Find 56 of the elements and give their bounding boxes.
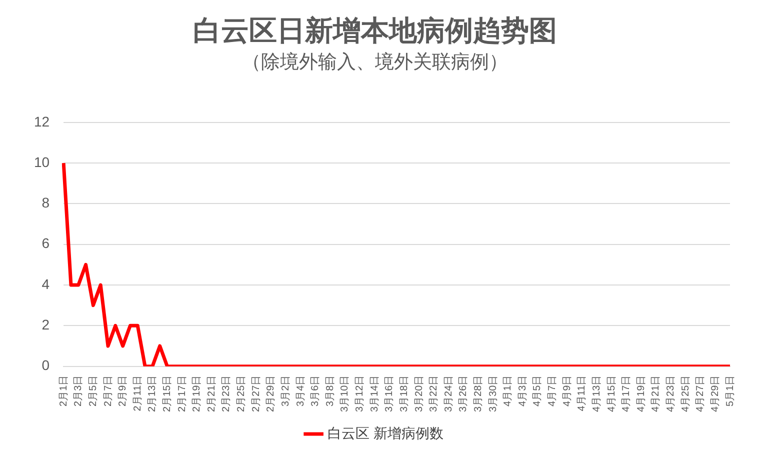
x-tick-label: 4月21日 xyxy=(650,375,662,412)
y-tick-label: 4 xyxy=(42,276,50,292)
x-tick-label: 2月25日 xyxy=(236,375,248,412)
x-tick-label: 3月2日 xyxy=(280,375,292,406)
x-tick-label: 4月23日 xyxy=(666,375,677,412)
x-tick-label: 2月21日 xyxy=(206,375,218,412)
x-tick-label: 2月7日 xyxy=(102,375,114,406)
x-tick-label: 5月1日 xyxy=(724,375,736,406)
x-tick-label: 3月22日 xyxy=(428,375,440,412)
x-tick-label: 4月29日 xyxy=(710,375,721,412)
chart-subtitle: （除境外输入、境外关联病例） xyxy=(242,50,508,73)
x-tick-label: 4月7日 xyxy=(547,375,558,406)
x-tick-label: 2月9日 xyxy=(118,375,129,406)
x-tick-label: 4月3日 xyxy=(517,375,528,406)
x-tick-label: 4月15日 xyxy=(606,375,618,412)
x-tick-label: 4月17日 xyxy=(621,375,632,412)
x-tick-label: 2月1日 xyxy=(58,375,70,406)
chart-title: 白云区日新增本地病例趋势图 xyxy=(193,14,557,48)
x-tick-label: 2月13日 xyxy=(147,375,158,412)
x-tick-label: 2月29日 xyxy=(266,375,277,412)
x-tick-label: 3月18日 xyxy=(398,375,410,412)
x-tick-label: 2月5日 xyxy=(88,375,99,406)
x-tick-label: 4月9日 xyxy=(562,375,573,406)
y-tick-label: 10 xyxy=(34,154,50,170)
x-tick-label: 3月20日 xyxy=(414,375,425,412)
y-tick-label: 12 xyxy=(34,113,50,130)
x-tick-label: 2月17日 xyxy=(176,375,188,412)
x-tick-label: 4月1日 xyxy=(502,375,514,406)
y-tick-label: 2 xyxy=(42,316,50,333)
y-tick-label: 8 xyxy=(42,194,50,211)
x-tick-label: 2月11日 xyxy=(132,375,144,412)
x-tick-label: 3月26日 xyxy=(458,375,470,412)
x-tick-label: 3月16日 xyxy=(384,375,396,412)
x-tick-label: 3月30日 xyxy=(488,375,499,412)
y-tick-label: 6 xyxy=(42,235,50,252)
x-tick-label: 4月11日 xyxy=(576,375,588,412)
x-tick-label: 3月6日 xyxy=(310,375,322,406)
x-tick-label: 3月8日 xyxy=(324,375,336,406)
legend-label: 白云区 新增病例数 xyxy=(328,424,444,441)
x-tick-label: 3月12日 xyxy=(354,375,366,412)
x-tick-label: 2月15日 xyxy=(162,375,173,412)
x-tick-label: 4月5日 xyxy=(532,375,544,406)
x-tick-label: 2月19日 xyxy=(192,375,203,412)
x-tick-label: 4月19日 xyxy=(636,375,647,412)
x-tick-label: 3月4日 xyxy=(295,375,306,406)
x-tick-label: 3月10日 xyxy=(340,375,351,412)
x-tick-label: 4月25日 xyxy=(680,375,692,412)
x-tick-label: 2月23日 xyxy=(221,375,232,412)
x-tick-label: 4月13日 xyxy=(591,375,602,412)
x-tick-label: 2月3日 xyxy=(73,375,84,406)
x-tick-label: 3月14日 xyxy=(369,375,380,412)
x-tick-label: 2月27日 xyxy=(250,375,262,412)
x-tick-label: 3月28日 xyxy=(472,375,484,412)
x-tick-label: 3月24日 xyxy=(443,375,454,412)
y-tick-label: 0 xyxy=(42,357,50,374)
x-tick-label: 4月27日 xyxy=(695,375,706,412)
